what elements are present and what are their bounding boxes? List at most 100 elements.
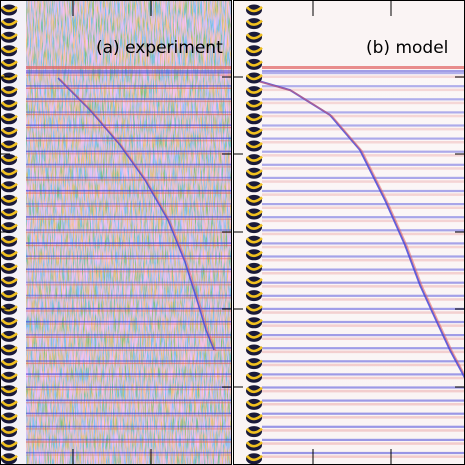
experiment-band-negative <box>26 242 232 244</box>
experiment-edge-accent <box>0 291 18 298</box>
model-edge-pattern <box>245 4 263 465</box>
experiment-edge-accent <box>0 373 18 380</box>
model-edge-accent <box>245 427 263 434</box>
model-edge-accent <box>245 209 263 217</box>
panel-model: (b) model <box>233 0 465 465</box>
experiment-edge-accent <box>0 332 18 339</box>
experiment-band-positive <box>26 362 232 365</box>
experiment-band-negative <box>26 111 232 113</box>
model-edge-accent <box>245 345 263 353</box>
experiment-band-positive <box>26 284 232 286</box>
experiment-band-negative <box>26 281 232 284</box>
experiment-edge-accent <box>0 359 18 366</box>
experiment-ticks <box>0 0 232 465</box>
experiment-dispersion-curve <box>57 77 217 352</box>
experiment-edge-accent <box>0 114 18 122</box>
experiment-edge-accent <box>0 169 18 176</box>
experiment-band-positive <box>26 244 232 247</box>
model-edge-accent <box>245 250 263 258</box>
experiment-edge-accent <box>0 182 18 190</box>
model-edge-accent <box>245 359 263 366</box>
experiment-band-positive <box>26 100 232 103</box>
experiment-band-negative <box>26 294 232 297</box>
experiment-band-positive <box>26 140 232 142</box>
experiment-band-positive <box>26 349 232 351</box>
experiment-band-positive <box>26 428 232 430</box>
model-band-top-band-blue <box>262 70 465 72</box>
experiment-band-negative <box>26 425 232 428</box>
model-edge-accent <box>245 87 263 94</box>
experiment-band-positive <box>26 323 232 325</box>
panel-label-experiment: (a) experiment <box>96 38 223 58</box>
model-edge-accent <box>245 373 263 380</box>
experiment-bands <box>26 66 232 456</box>
experiment-band-negative <box>26 451 232 454</box>
model-edge-accent <box>245 413 263 421</box>
experiment-edge-accent <box>0 87 18 94</box>
experiment-edge-accent <box>0 237 18 244</box>
model-edge-accent <box>245 155 263 162</box>
experiment-band-positive <box>26 126 232 129</box>
experiment-curve-blue <box>57 77 215 351</box>
experiment-band-positive <box>26 218 232 220</box>
model-curve-red <box>249 78 465 377</box>
model-edge-accent <box>245 386 263 394</box>
experiment-edge-accent <box>0 264 18 271</box>
experiment-band-positive <box>26 454 232 456</box>
experiment-edge-accent <box>0 141 18 149</box>
experiment-band-positive <box>26 375 232 378</box>
experiment-edge-accent <box>0 400 18 407</box>
model-edge-accent <box>245 318 263 326</box>
model-ticks <box>233 0 465 465</box>
experiment-band-negative <box>26 98 232 100</box>
experiment-band-positive <box>26 336 232 338</box>
model-edge-accent <box>245 60 263 67</box>
experiment-edge-accent <box>0 196 18 203</box>
experiment-edge-accent <box>0 250 18 258</box>
model-edge-accent <box>245 73 263 81</box>
experiment-edge-accent <box>0 60 18 67</box>
experiment-band-positive <box>26 231 232 234</box>
experiment-band-negative <box>26 163 232 166</box>
experiment-edge-accent <box>0 33 18 40</box>
experiment-edge-accent <box>0 318 18 326</box>
panel-experiment: (a) experiment <box>0 0 232 465</box>
experiment-band-positive <box>26 415 232 417</box>
experiment-band-positive <box>26 205 232 207</box>
experiment-band-positive <box>26 166 232 168</box>
model-edge-accent <box>245 19 263 26</box>
experiment-band-positive <box>26 179 232 181</box>
experiment-band-positive <box>26 388 232 391</box>
experiment-edge-accent <box>0 46 18 54</box>
model-band-top-band <box>262 66 465 69</box>
experiment-band-negative <box>26 438 232 441</box>
experiment-edge-accent <box>0 277 18 285</box>
model-band-fade <box>262 72 465 465</box>
experiment-band-positive <box>26 402 232 404</box>
experiment-band-negative <box>26 255 232 257</box>
model-edge-accent <box>245 101 263 108</box>
experiment-band-positive <box>26 441 232 443</box>
model-edge-accent <box>245 128 263 135</box>
experiment-band-positive <box>26 310 232 312</box>
experiment-edge-accent <box>0 128 18 135</box>
experiment-band-negative <box>26 124 232 126</box>
experiment-edge-accent <box>0 223 18 230</box>
experiment-band-positive <box>26 271 232 273</box>
experiment-edge-accent <box>0 413 18 421</box>
model-edge-accent <box>245 441 263 448</box>
experiment-band-negative <box>26 150 232 153</box>
experiment-band-negative <box>26 203 232 205</box>
experiment-edge-accent <box>0 386 18 394</box>
experiment-band-negative <box>26 399 232 402</box>
experiment-edge-accent <box>0 345 18 353</box>
model-bands <box>262 66 465 465</box>
experiment-band-negative <box>26 307 232 310</box>
experiment-edge-accent <box>0 101 18 108</box>
experiment-edge-accent <box>0 155 18 162</box>
experiment-band-positive <box>26 87 232 89</box>
experiment-edge-accent <box>0 73 18 81</box>
experiment-band-negative <box>26 412 232 415</box>
model-edge-accent <box>245 46 263 54</box>
